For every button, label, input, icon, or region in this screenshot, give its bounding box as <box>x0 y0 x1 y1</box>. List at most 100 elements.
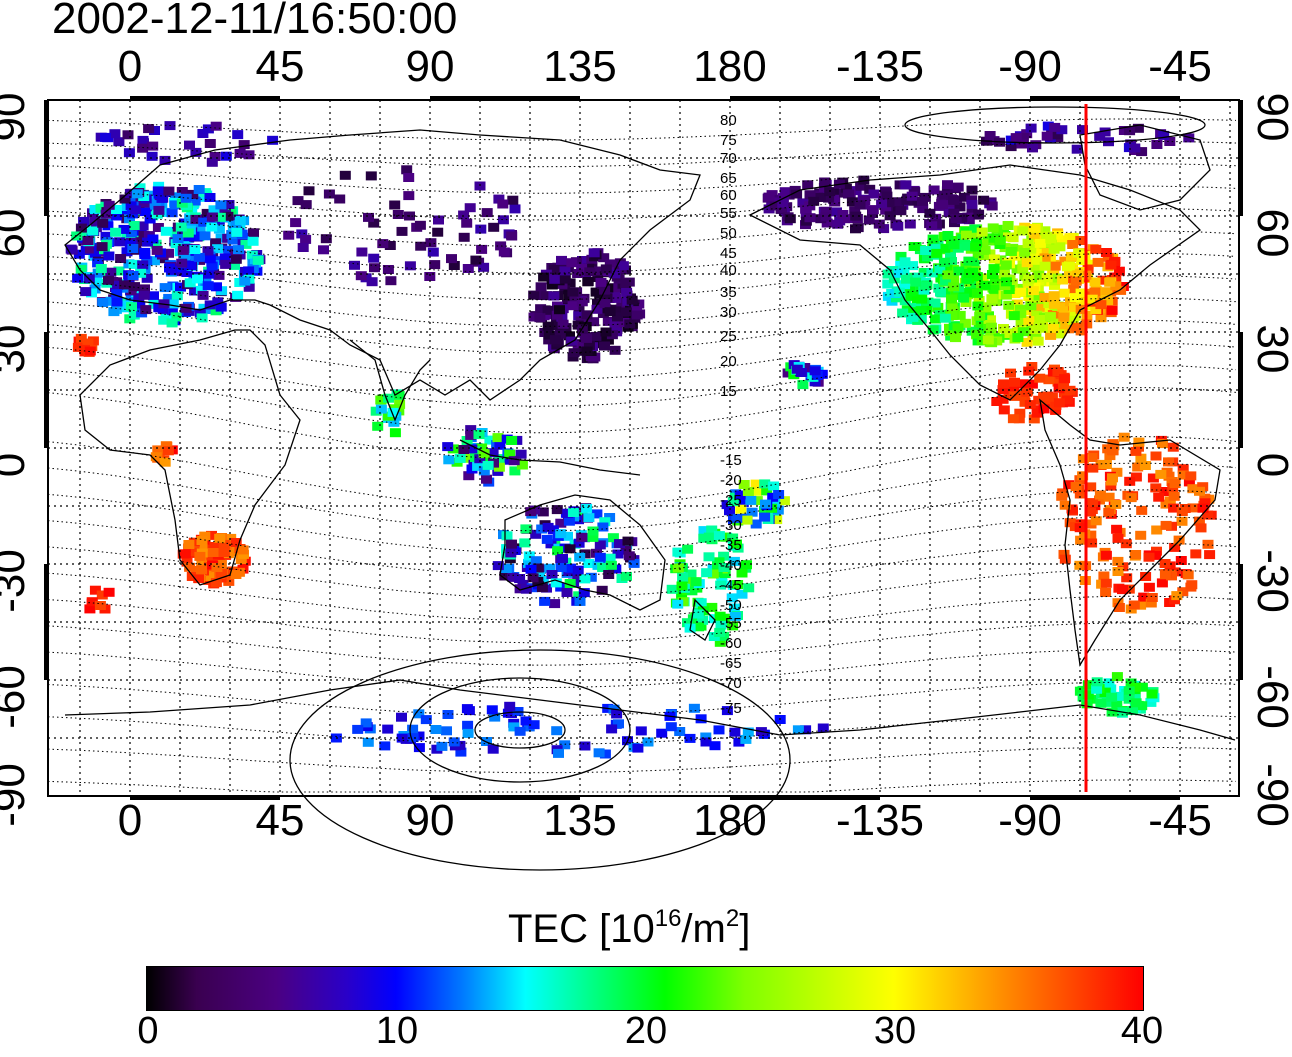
contour-line <box>47 746 1237 774</box>
tec-cell <box>804 213 816 223</box>
tec-cell <box>609 318 621 328</box>
tec-cell <box>334 194 346 204</box>
contour-line <box>47 462 1237 532</box>
tec-cell <box>195 285 207 295</box>
tec-cell <box>1000 260 1012 270</box>
tec-cell <box>561 588 573 597</box>
tec-cell <box>1052 367 1064 376</box>
tec-cell <box>635 726 647 736</box>
tec-cell <box>1132 462 1144 472</box>
tec-cell <box>555 563 567 572</box>
contour-label: 45 <box>720 245 737 262</box>
tec-cell <box>564 331 575 341</box>
tec-cell <box>194 224 206 233</box>
tec-cell <box>712 560 723 570</box>
tec-cell <box>604 553 616 563</box>
tec-cell <box>208 205 220 215</box>
tec-cell <box>497 215 509 225</box>
tec-cell <box>1045 234 1057 244</box>
tec-cell <box>727 497 739 507</box>
tec-cell <box>952 323 964 333</box>
tec-cell <box>267 135 279 145</box>
tec-cell <box>82 338 94 348</box>
tec-cell <box>118 224 130 234</box>
tec-cell <box>761 486 773 496</box>
tec-cell <box>567 287 579 297</box>
tec-cell <box>365 171 377 181</box>
tec-cell <box>741 560 752 570</box>
tec-cell <box>930 213 942 223</box>
tec-cell <box>693 622 704 632</box>
tec-cell <box>387 407 399 417</box>
tec-cell <box>587 526 599 536</box>
tec-cell <box>1069 303 1080 312</box>
tec-cell <box>1015 308 1027 318</box>
tec-cell <box>375 404 387 414</box>
tec-cell <box>784 214 796 224</box>
tec-cell <box>1123 694 1135 704</box>
tec-cell <box>603 570 615 579</box>
tec-cell <box>458 210 470 220</box>
tec-cell <box>134 183 146 193</box>
tec-cell <box>538 272 550 282</box>
tec-cell <box>966 199 978 209</box>
tec-cell <box>1048 266 1060 276</box>
tec-cell <box>138 290 150 300</box>
tec-cell <box>124 189 136 198</box>
tec-cell <box>89 585 101 595</box>
tec-cell <box>119 194 131 204</box>
tec-cell <box>478 449 490 459</box>
tec-cell <box>897 308 909 318</box>
tec-cell <box>797 380 809 390</box>
tec-cell <box>163 248 174 258</box>
tec-cell <box>904 219 916 229</box>
tec-cell <box>124 214 135 224</box>
tec-cell <box>988 254 1000 264</box>
contour-label: 50 <box>720 225 737 242</box>
tec-cell <box>1007 414 1019 424</box>
tec-cell <box>1160 499 1172 509</box>
tec-cell <box>1153 492 1165 502</box>
tec-cell <box>1100 578 1112 588</box>
tec-cell <box>735 504 747 514</box>
tec-cell <box>971 329 983 339</box>
tec-cell <box>204 254 216 264</box>
tec-cell <box>1003 300 1015 310</box>
tec-cell <box>455 747 467 757</box>
tec-cell <box>751 486 763 496</box>
tec-cell <box>688 703 700 713</box>
tec-cell <box>1041 323 1053 333</box>
tec-cell <box>193 252 205 262</box>
tec-cell <box>599 749 611 759</box>
tec-cell <box>817 723 829 733</box>
tec-cell <box>544 563 556 573</box>
tec-cell <box>917 196 928 206</box>
tec-cell <box>488 222 500 232</box>
tec-cell <box>966 185 978 195</box>
tec-cell <box>1101 697 1113 707</box>
contour-line <box>47 436 1237 509</box>
tec-cell <box>597 522 609 532</box>
tec-cell <box>1164 137 1176 146</box>
tec-cell <box>946 294 957 304</box>
tec-cell <box>1034 373 1046 383</box>
tec-cell <box>158 315 170 325</box>
tec-cell <box>782 368 794 378</box>
tec-cell <box>213 224 225 234</box>
tec-cell <box>672 547 684 557</box>
tec-cell <box>883 198 895 208</box>
tec-cell <box>1100 550 1112 560</box>
tec-cell <box>1195 523 1207 533</box>
tec-cell <box>750 519 762 529</box>
tec-cell <box>414 220 426 230</box>
tec-cell <box>78 216 90 226</box>
colorbar-tick-label: 0 <box>137 1010 159 1052</box>
tec-cell <box>196 536 208 545</box>
tec-cell <box>206 261 218 271</box>
tec-cell <box>139 250 151 260</box>
tec-cell <box>599 299 611 309</box>
right-axis-label: -60 <box>1248 665 1292 729</box>
tec-cell <box>700 737 712 747</box>
tec-cell <box>721 500 733 510</box>
tec-cell <box>97 218 109 228</box>
